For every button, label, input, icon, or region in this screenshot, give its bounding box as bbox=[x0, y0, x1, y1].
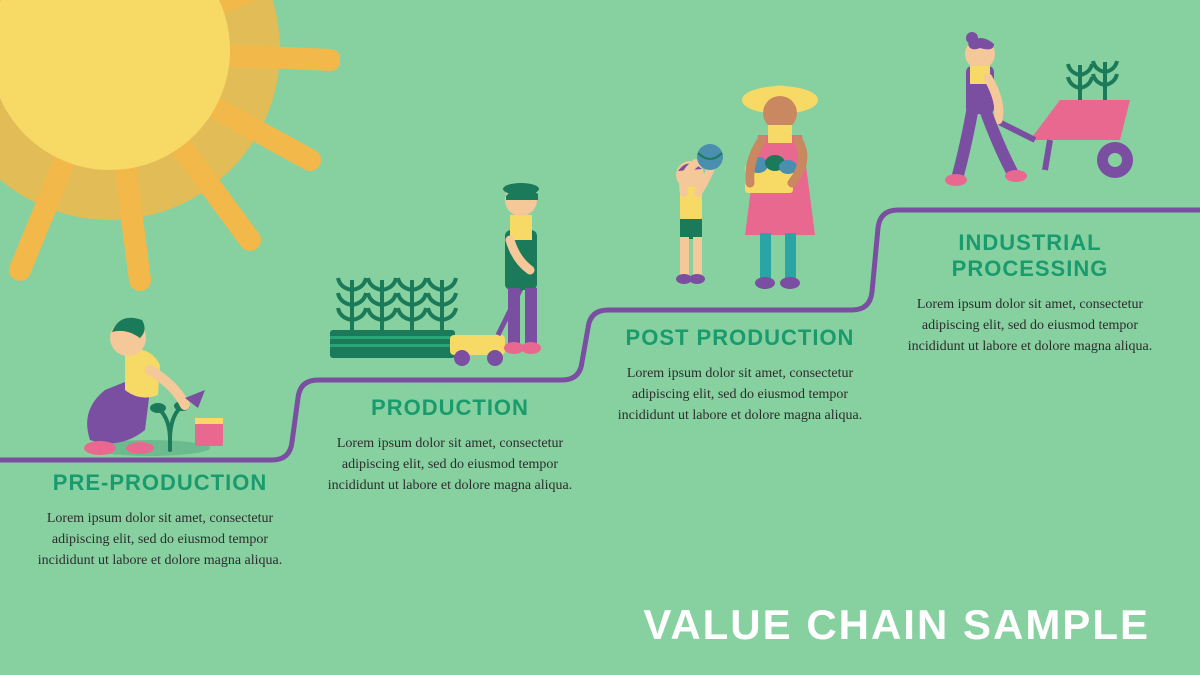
stage-title: POST PRODUCTION bbox=[610, 325, 870, 351]
illus-industrial bbox=[920, 30, 1160, 200]
illus-pre-production bbox=[50, 290, 250, 460]
sun-icon bbox=[0, 0, 340, 300]
page-title: VALUE CHAIN SAMPLE bbox=[643, 601, 1150, 649]
illus-production bbox=[330, 160, 570, 370]
illus-post-production bbox=[640, 65, 850, 295]
stage-title: PRODUCTION bbox=[320, 395, 580, 421]
stage-body: Lorem ipsum dolor sit amet, consectetur … bbox=[610, 363, 870, 426]
stage-body: Lorem ipsum dolor sit amet, consectetur … bbox=[900, 294, 1160, 357]
stage-production: PRODUCTION Lorem ipsum dolor sit amet, c… bbox=[320, 395, 580, 496]
stage-industrial-processing: INDUSTRIAL PROCESSING Lorem ipsum dolor … bbox=[900, 230, 1160, 357]
stage-body: Lorem ipsum dolor sit amet, consectetur … bbox=[30, 508, 290, 571]
stage-body: Lorem ipsum dolor sit amet, consectetur … bbox=[320, 433, 580, 496]
stage-post-production: POST PRODUCTION Lorem ipsum dolor sit am… bbox=[610, 325, 870, 426]
stage-title: PRE-PRODUCTION bbox=[30, 470, 290, 496]
stage-pre-production: PRE-PRODUCTION Lorem ipsum dolor sit ame… bbox=[30, 470, 290, 571]
stage-title: INDUSTRIAL PROCESSING bbox=[900, 230, 1160, 282]
